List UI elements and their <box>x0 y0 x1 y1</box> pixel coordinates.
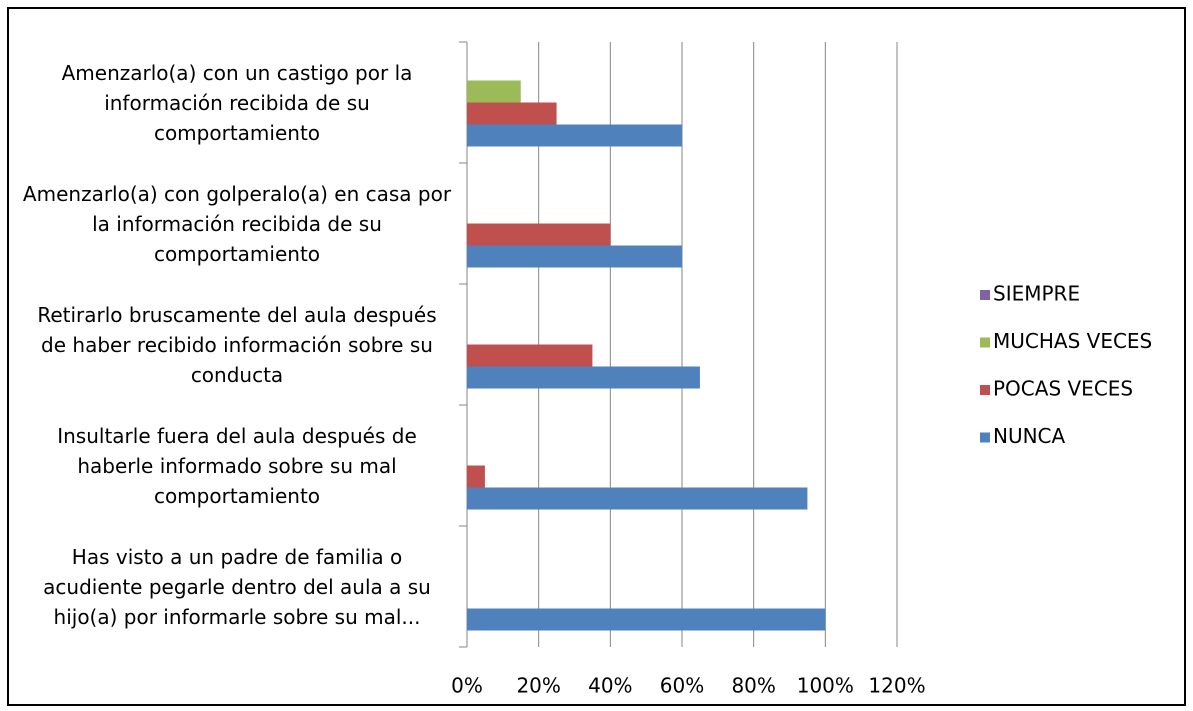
bar <box>467 80 521 103</box>
bar <box>467 245 682 268</box>
category-label: Amenzarlo(a) con golperalo(a) en casa po… <box>22 181 452 266</box>
bar <box>467 465 485 488</box>
legend-label: SIEMPRE <box>993 282 1080 306</box>
bar <box>467 608 826 631</box>
legend-swatch <box>980 385 990 395</box>
bar <box>467 223 611 246</box>
bar <box>467 487 808 510</box>
x-tick-label: 80% <box>731 674 775 698</box>
x-tick-label: 120% <box>868 674 925 698</box>
x-tick-label: 100% <box>797 674 854 698</box>
legend-label: NUNCA <box>993 424 1066 448</box>
x-tick-label: 0% <box>451 674 483 698</box>
category-label: Amenzarlo(a) con un castigo por la infor… <box>61 60 413 145</box>
bar <box>467 124 682 147</box>
x-tick-label: 20% <box>516 674 560 698</box>
legend-swatch <box>980 290 990 300</box>
category-label: Has visto a un padre de familia o acudie… <box>43 544 431 629</box>
x-tick-label: 40% <box>588 674 632 698</box>
legend-label: MUCHAS VECES <box>993 329 1152 353</box>
category-label: Insultarle fuera del aula después de hab… <box>57 423 417 508</box>
legend-swatch <box>980 337 990 348</box>
legend-label: POCAS VECES <box>993 377 1133 401</box>
bar <box>467 344 593 367</box>
frame <box>7 7 1186 706</box>
bar <box>467 366 700 389</box>
legend-swatch <box>980 432 990 443</box>
bar <box>467 102 557 125</box>
category-label: Retirarlo bruscamente del aula después d… <box>37 302 437 387</box>
x-tick-label: 60% <box>660 674 704 698</box>
